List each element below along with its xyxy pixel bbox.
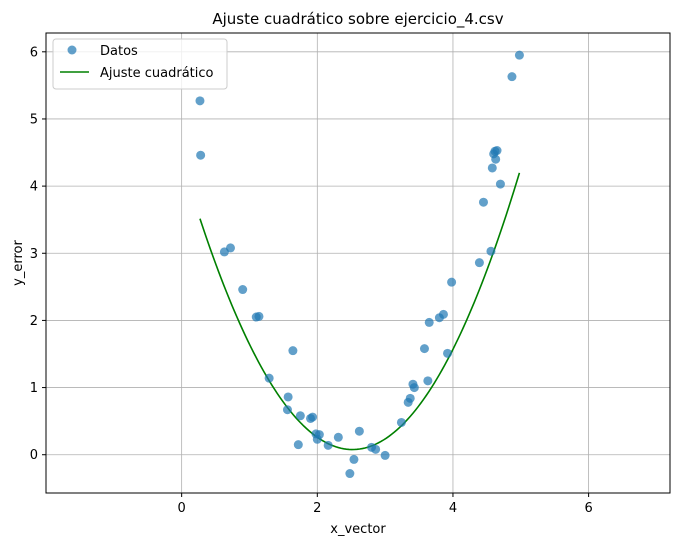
legend-box (52, 38, 228, 90)
fit-line (199, 172, 521, 451)
x-tick-label: 0 (178, 501, 186, 516)
data-point (254, 311, 264, 321)
data-point (238, 285, 248, 295)
data-points-layer (195, 50, 524, 479)
x-tick-label: 2 (313, 501, 321, 516)
data-point (333, 432, 343, 442)
data-point (288, 346, 298, 356)
data-point (507, 72, 517, 82)
legend-scatter-label: Datos (100, 44, 138, 59)
y-tick-label: 1 (30, 381, 38, 396)
data-point (423, 376, 433, 386)
data-point (438, 309, 448, 319)
x-axis-ticks: 0 2 4 6 (178, 493, 593, 516)
y-tick-label: 0 (30, 448, 38, 463)
chart-title: Ajuste cuadrático sobre ejercicio_4.csv (212, 10, 503, 29)
data-point (486, 246, 496, 256)
y-tick-label: 4 (30, 180, 38, 195)
data-point (424, 317, 434, 327)
fit-line-layer (199, 172, 521, 451)
data-point (196, 150, 206, 160)
data-point (282, 405, 292, 415)
data-point (349, 454, 359, 464)
legend-line-label: Ajuste cuadrático (100, 66, 214, 81)
plot-frame (45, 32, 671, 494)
data-point (380, 450, 390, 460)
data-point (345, 469, 355, 479)
data-point (396, 417, 406, 427)
data-point (225, 243, 235, 253)
x-axis-label: x_vector (330, 522, 386, 537)
data-point (491, 154, 501, 164)
data-point (447, 277, 457, 287)
data-point (409, 383, 419, 393)
data-point (474, 258, 484, 268)
data-point (492, 146, 502, 156)
data-point (195, 96, 205, 106)
data-point (293, 440, 303, 450)
data-point (283, 392, 293, 402)
data-point (295, 411, 305, 421)
data-point (443, 348, 453, 358)
data-point (419, 344, 429, 354)
legend-scatter-marker (67, 45, 77, 55)
grid (46, 33, 670, 493)
data-point (264, 373, 274, 383)
data-point (514, 50, 524, 60)
data-point (354, 426, 364, 436)
y-tick-label: 5 (30, 112, 38, 127)
data-point (487, 163, 497, 173)
data-point (478, 197, 488, 207)
data-point (371, 444, 381, 454)
data-point (308, 412, 318, 422)
y-tick-label: 2 (30, 314, 38, 329)
data-point (405, 393, 415, 403)
y-axis-ticks: 0 1 2 3 4 5 6 (30, 45, 46, 463)
data-point (495, 179, 505, 189)
x-tick-label: 6 (584, 501, 592, 516)
y-tick-label: 6 (30, 45, 38, 60)
data-point (323, 440, 333, 450)
y-axis-label: y_error (11, 240, 26, 286)
data-point (314, 430, 324, 440)
legend: Datos Ajuste cuadrático (52, 38, 228, 90)
x-tick-label: 4 (449, 501, 457, 516)
y-tick-label: 3 (30, 247, 38, 262)
